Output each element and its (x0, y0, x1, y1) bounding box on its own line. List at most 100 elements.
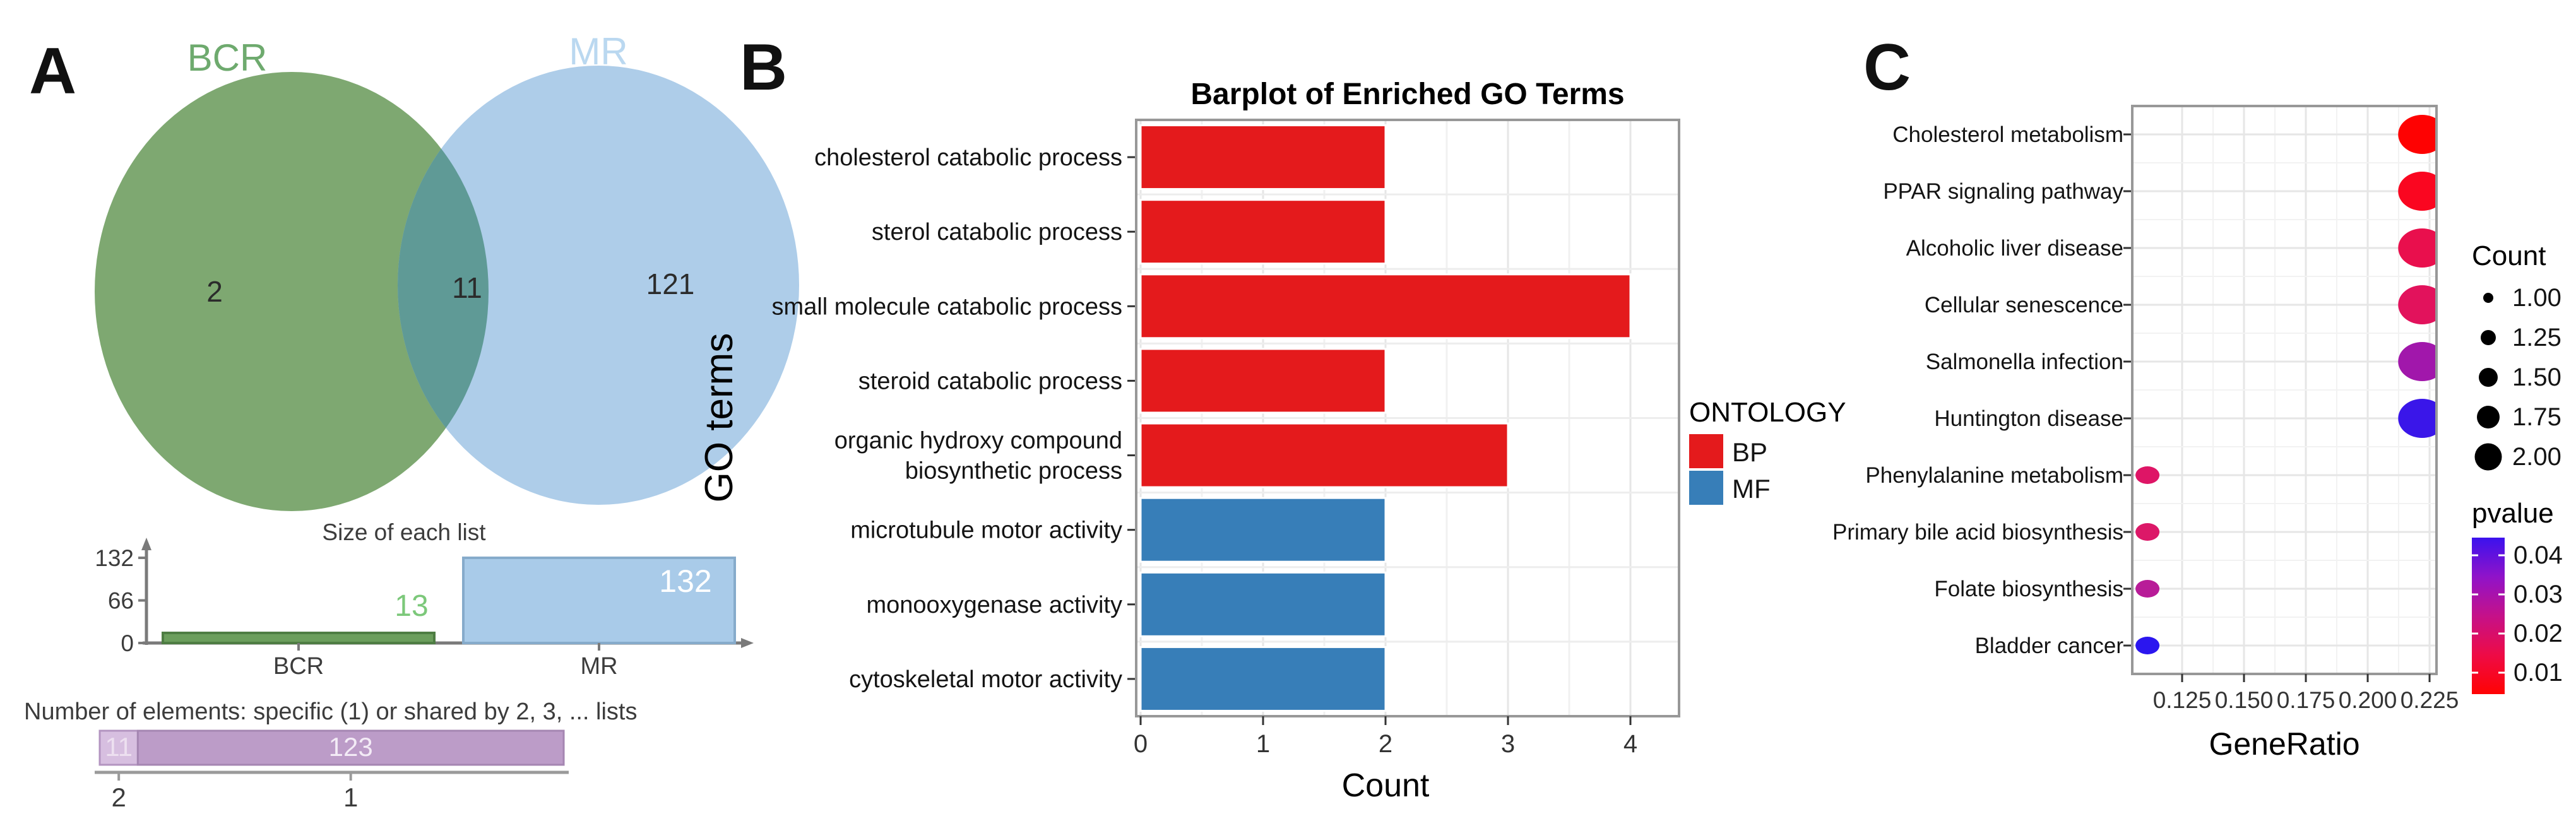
kegg-x-tick-label: 0.225 (2401, 687, 2459, 713)
element-segment-value: 11 (105, 732, 133, 762)
count-legend-label: 2.00 (2512, 443, 2561, 471)
go-bar (1139, 273, 1632, 339)
venn-bcr-title: BCR (187, 37, 268, 79)
element-tick-label: 1 (343, 782, 358, 812)
pvalue-legend: pvalue 0.04 0.03 0.02 0.01 (2472, 498, 2563, 694)
count-legend-label: 1.75 (2512, 403, 2561, 431)
x-tick-label: MR (580, 653, 617, 680)
count-legend-dot (2477, 406, 2500, 428)
count-legend-dot (2481, 330, 2496, 345)
ontology-legend: ONTOLOGY BP MF (1689, 397, 1846, 505)
y-tick-label: 66 (108, 588, 134, 614)
kegg-category-label: Primary bile acid biosynthesis (1832, 520, 2123, 545)
go-title: Barplot of Enriched GO Terms (1190, 78, 1624, 111)
panel-c-label: C (1863, 31, 1911, 104)
element-tick-label: 2 (111, 782, 126, 812)
go-ylabel: GO terms (697, 333, 741, 503)
kegg-category-label: Huntington disease (1934, 406, 2123, 431)
ontology-legend-title: ONTOLOGY (1689, 397, 1846, 428)
go-xlabel: Count (1342, 767, 1430, 804)
go-category-label: microtubule motor activity (850, 517, 1122, 544)
panel-a-label: A (29, 35, 76, 108)
panel-b-label: B (740, 31, 787, 104)
count-legend: Count 1.00 1.25 1.50 1.75 2.00 (2472, 240, 2561, 471)
go-category-label: cytoskeletal motor activity (849, 666, 1122, 693)
pvalue-tick-label: 0.01 (2514, 659, 2563, 687)
kegg-x-tick-label: 0.125 (2153, 687, 2212, 713)
go-category-label: steroid catabolic process (858, 368, 1122, 394)
kegg-dots (2135, 115, 2437, 654)
pvalue-gradient-bar (2472, 538, 2505, 694)
list-size-bar (162, 632, 436, 644)
y-tick-label: 132 (95, 545, 134, 571)
go-bar (1139, 199, 1387, 265)
kegg-dot (2398, 115, 2437, 154)
kegg-category-label: Alcoholic liver disease (1906, 236, 2123, 261)
go-x-tick-label: 4 (1623, 730, 1637, 758)
go-x-tick-label: 2 (1379, 730, 1392, 758)
count-legend-label: 1.50 (2512, 363, 2561, 391)
go-barplot: cholesterol catabolic process sterol cata… (697, 78, 1680, 804)
kegg-dot (2135, 580, 2160, 598)
kegg-dot (2398, 399, 2437, 438)
venn-bcr-count: 2 (206, 275, 223, 308)
list-size-chart: Size of each list 0 66 132 13 132 BCR MR (95, 519, 754, 680)
kegg-dot (2398, 285, 2437, 324)
ontology-item-label: MF (1732, 474, 1771, 504)
mr-bar-value: 132 (659, 563, 711, 599)
go-bar (1139, 348, 1387, 414)
kegg-category-label: PPAR signaling pathway (1883, 179, 2123, 204)
kegg-dot (2135, 523, 2160, 541)
kegg-category-label: Phenylalanine metabolism (1865, 463, 2123, 488)
kegg-x-tick-label: 0.150 (2215, 687, 2274, 713)
go-category-label-line1: organic hydroxy compound (834, 428, 1122, 454)
kegg-dot (2398, 172, 2437, 211)
count-legend-dot (2474, 443, 2502, 471)
x-tick-label: BCR (273, 653, 324, 680)
count-legend-title: Count (2472, 240, 2546, 271)
bcr-bar-value: 13 (395, 589, 428, 623)
kegg-category-label: Cholesterol metabolism (1892, 122, 2123, 147)
count-legend-label: 1.25 (2512, 324, 2561, 351)
go-category-label: small molecule catabolic process (772, 293, 1122, 320)
go-bar (1139, 646, 1387, 712)
pvalue-tick-label: 0.03 (2514, 581, 2563, 608)
go-x-tick-label: 0 (1134, 730, 1148, 758)
venn-mr-title: MR (569, 30, 627, 73)
kegg-dot (2135, 637, 2160, 654)
element-segment-value: 123 (329, 732, 373, 762)
kegg-category-label: Folate biosynthesis (1934, 577, 2123, 601)
ontology-item-label: BP (1732, 437, 1767, 467)
y-axis-arrow (141, 538, 151, 550)
kegg-dotplot: Cholesterol metabolism PPAR signaling pat… (1832, 105, 2459, 762)
pvalue-legend-title: pvalue (2472, 498, 2554, 529)
element-count-title: Number of elements: specific (1) or shar… (24, 699, 638, 725)
go-category-label: sterol catabolic process (872, 219, 1122, 245)
kegg-category-label: Cellular senescence (1925, 293, 2123, 317)
pvalue-tick-label: 0.04 (2514, 541, 2563, 569)
kegg-category-label: Salmonella infection (1926, 350, 2123, 374)
ontology-swatch-mf (1689, 471, 1723, 505)
kegg-dot (2135, 466, 2160, 484)
go-bar (1139, 124, 1387, 191)
kegg-x-tick-label: 0.200 (2339, 687, 2397, 713)
venn-bcr-ellipse (95, 72, 489, 511)
count-legend-label: 1.00 (2512, 284, 2561, 312)
go-x-tick-label: 1 (1256, 730, 1270, 758)
element-segment (98, 729, 139, 766)
element-segment (136, 729, 565, 766)
go-category-label-line2: biosynthetic process (905, 458, 1122, 485)
pvalue-tick-label: 0.02 (2514, 620, 2563, 647)
go-bar (1139, 571, 1387, 637)
count-legend-dot (2483, 293, 2493, 303)
ontology-swatch-bp (1689, 434, 1723, 468)
kegg-xlabel: GeneRatio (2209, 726, 2359, 762)
element-count-chart: Number of elements: specific (1) or shar… (24, 699, 638, 812)
kegg-panel-border (2131, 105, 2438, 675)
venn-mr-count: 121 (646, 268, 695, 300)
go-x-tick-label: 3 (1501, 730, 1515, 758)
go-bar (1139, 422, 1509, 488)
kegg-dot (2398, 342, 2437, 381)
